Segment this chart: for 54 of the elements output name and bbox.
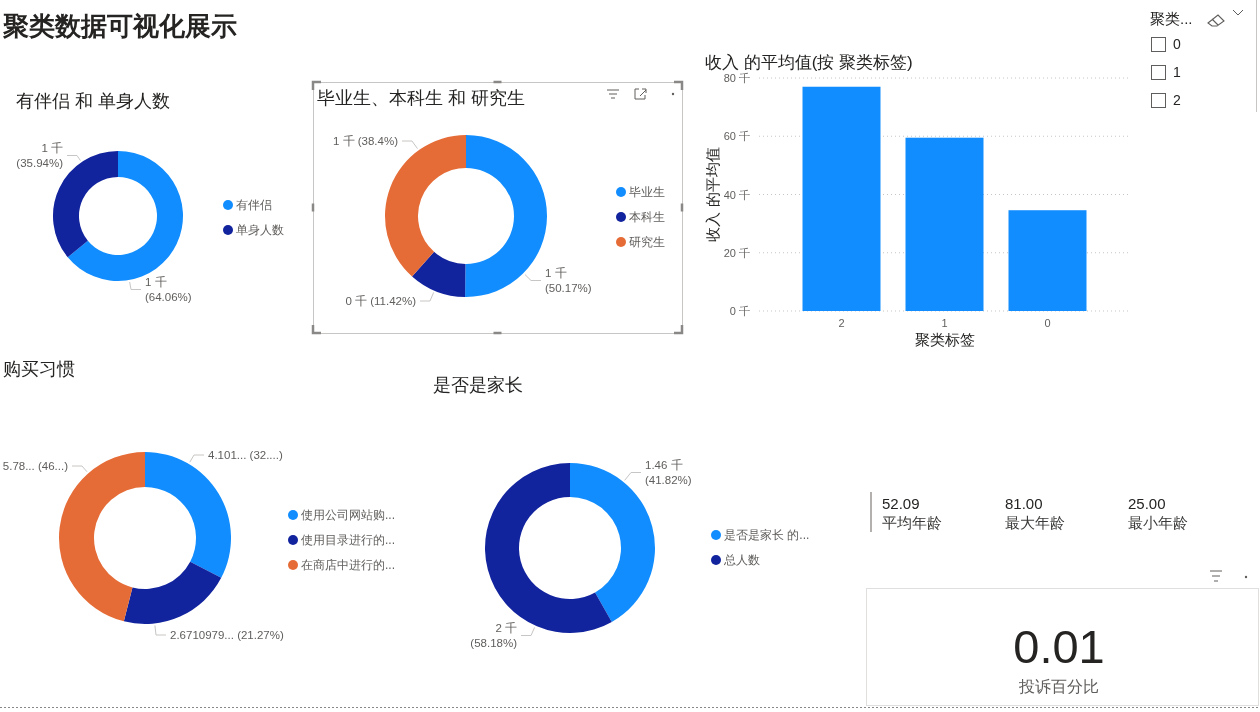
legend-item: 单身人数 — [223, 223, 284, 237]
legend-item: 本科生 — [616, 210, 665, 224]
card-value: 0.01 — [1013, 620, 1105, 673]
legend-label: 本科生 — [629, 210, 665, 224]
legend-item: 研究生 — [616, 235, 665, 249]
legend-item: 是否是家长 的... — [711, 528, 810, 542]
title: 收入 的平均值(按 聚类标签) — [705, 53, 913, 72]
tick-label: 40 千 — [723, 188, 750, 201]
data-label: 1 千 (50.17%) — [545, 267, 592, 294]
legend-item: 使用目录进行的... — [288, 533, 395, 547]
tick-label: 80 千 — [723, 72, 750, 84]
title: 聚类数据可视化展示 — [3, 11, 237, 41]
title: 聚类... — [1150, 10, 1193, 27]
legend-item: 毕业生 — [616, 185, 665, 199]
tick-label: 20 千 — [723, 246, 750, 259]
card-label: 平均年龄 — [882, 514, 942, 531]
data-label: 2 千 (58.18%) — [470, 622, 517, 649]
legend-label: 总人数 — [723, 553, 760, 567]
data-label: 0 千 (11.42%) — [345, 295, 416, 307]
card-value: 25.00 — [1128, 495, 1166, 512]
legend-item: 使用公司网站购... — [288, 508, 395, 522]
data-label: 5.78... (46...) — [2, 460, 68, 472]
tick-label: 2 — [838, 317, 845, 329]
checkbox-label: 2 — [1173, 92, 1181, 108]
card-label: 投诉百分比 — [1019, 678, 1099, 695]
checkbox-label: 0 — [1173, 36, 1181, 52]
card-value: 81.00 — [1005, 495, 1043, 512]
xlabel: 聚类标签 — [914, 331, 975, 348]
title: 毕业生、本科生 和 研究生 — [317, 88, 525, 108]
legend-item: 在商店中进行的... — [288, 558, 395, 572]
data-label: 1 千 (38.4%) — [332, 135, 398, 147]
tick-label: 1 — [941, 317, 948, 329]
tick-label: 60 千 — [723, 130, 750, 143]
data-label: 1.46 千 (41.82%) — [645, 459, 692, 486]
title: 是否是家长 — [433, 375, 523, 395]
legend-label: 研究生 — [629, 235, 665, 249]
title: 有伴侣 和 单身人数 — [16, 91, 170, 111]
tick-label: 0 千 — [729, 305, 750, 317]
card-value: 52.09 — [882, 495, 920, 512]
checkbox-label: 1 — [1173, 64, 1181, 80]
data-label: 1 千 (64.06%) — [145, 276, 192, 303]
data-label: 1 千 (35.94%) — [16, 142, 63, 169]
legend-label: 单身人数 — [236, 223, 284, 237]
tick-label: 0 — [1044, 317, 1051, 329]
ylabel: 收入 的平均值 — [704, 147, 721, 242]
data-label: 2.6710979... (21.27%) — [170, 629, 284, 641]
legend-label: 有伴侣 — [236, 198, 272, 212]
title: 购买习惯 — [3, 359, 75, 379]
legend-item: 总人数 — [711, 553, 760, 567]
legend-item: 有伴侣 — [223, 198, 272, 212]
legend-label: 毕业生 — [629, 185, 665, 199]
data-label: 4.101... (32....) — [208, 449, 283, 461]
card-label: 最大年龄 — [1005, 514, 1065, 531]
card-label: 最小年龄 — [1128, 514, 1188, 531]
